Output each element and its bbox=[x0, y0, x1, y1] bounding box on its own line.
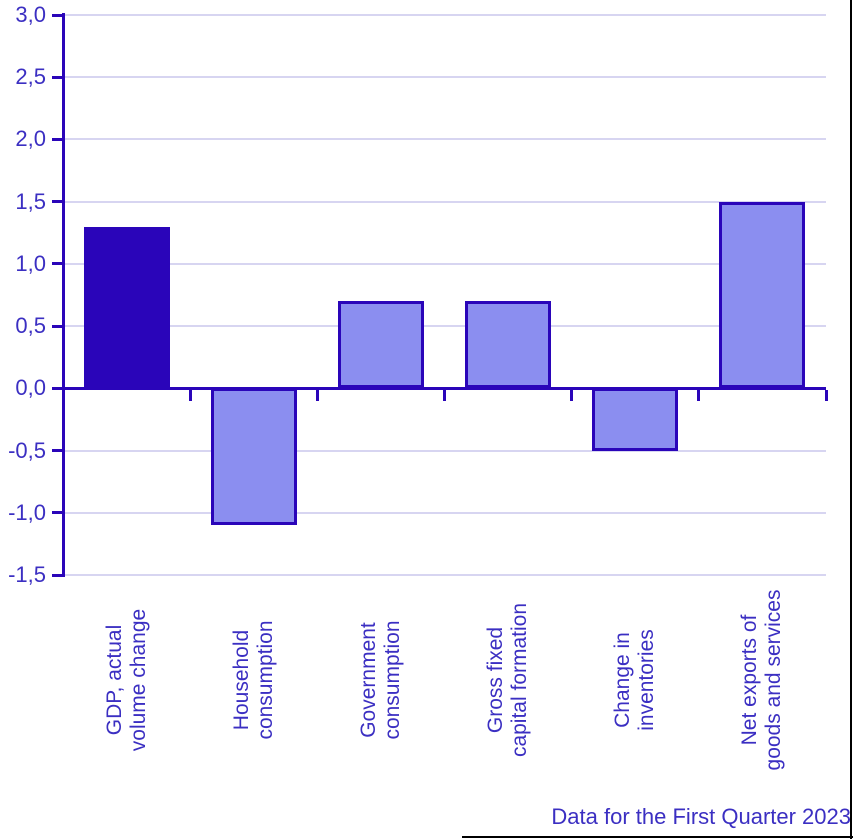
y-tick-label: 0,5 bbox=[15, 313, 46, 339]
x-tick bbox=[188, 389, 192, 401]
y-tick bbox=[52, 75, 63, 79]
x-tick bbox=[824, 389, 828, 401]
x-category-label-line: Change in bbox=[611, 632, 635, 728]
bar bbox=[465, 301, 552, 389]
y-tick-label: 2,5 bbox=[15, 64, 46, 90]
bar bbox=[719, 201, 806, 389]
y-tick-label: 0,0 bbox=[15, 375, 46, 401]
gridline bbox=[64, 574, 826, 576]
x-category-label-line: Gross fixed bbox=[484, 626, 508, 734]
y-tick bbox=[52, 324, 63, 328]
y-tick bbox=[52, 137, 63, 141]
y-tick-label: 1,5 bbox=[15, 188, 46, 214]
x-category-label: Government consumption bbox=[357, 570, 405, 790]
y-tick bbox=[52, 511, 63, 515]
x-category-label-line: inventories bbox=[635, 629, 659, 731]
gridline bbox=[64, 511, 826, 514]
x-category-label: Gross fixed capital formation bbox=[484, 570, 532, 790]
y-axis bbox=[62, 13, 65, 577]
x-category-label-line: Net exports of bbox=[738, 614, 762, 746]
x-category-label-line: capital formation bbox=[508, 602, 532, 758]
x-category-label-line: Government bbox=[356, 622, 380, 738]
x-category-label-line: GDP, actual bbox=[102, 624, 126, 736]
x-tick bbox=[443, 389, 446, 401]
y-tick bbox=[52, 262, 63, 266]
y-tick-label: -1,0 bbox=[8, 499, 46, 525]
screenshot-right-edge-line bbox=[850, 0, 852, 839]
y-tick-label: 1,0 bbox=[15, 250, 46, 276]
x-category-label: Household consumption bbox=[230, 570, 278, 790]
chart-caption: Data for the First Quarter 2023 bbox=[551, 804, 851, 829]
bar bbox=[210, 388, 297, 526]
x-tick bbox=[570, 389, 574, 401]
bar bbox=[83, 226, 170, 389]
gridline bbox=[64, 14, 826, 16]
x-axis-baseline bbox=[62, 386, 826, 390]
bar bbox=[337, 301, 424, 389]
x-category-label-line: volume change bbox=[126, 608, 150, 752]
gridline bbox=[64, 325, 826, 328]
y-tick-label: -1,5 bbox=[8, 562, 46, 587]
gridline bbox=[64, 76, 826, 79]
x-category-label-line: consumption bbox=[253, 620, 277, 740]
y-tick-label: 3,0 bbox=[15, 2, 46, 27]
y-tick bbox=[52, 573, 63, 577]
x-category-label-line: Household bbox=[229, 629, 253, 731]
y-tick bbox=[52, 449, 63, 453]
x-category-label: GDP, actual volume change bbox=[103, 570, 151, 790]
bar bbox=[592, 388, 679, 451]
gridline bbox=[64, 200, 826, 203]
x-category-label-line: consumption bbox=[380, 620, 404, 740]
x-category-label: Change in inventories bbox=[611, 570, 659, 790]
y-tick bbox=[52, 386, 63, 390]
y-tick bbox=[52, 13, 63, 17]
x-category-label: Net exports of goods and services bbox=[738, 570, 786, 790]
y-tick-label: 2,0 bbox=[15, 126, 46, 152]
x-tick bbox=[697, 389, 701, 401]
screenshot-bottom-edge-line bbox=[462, 836, 853, 838]
gridline bbox=[64, 138, 826, 141]
y-tick-label: -0,5 bbox=[8, 437, 46, 463]
y-tick bbox=[52, 200, 63, 204]
gridline bbox=[64, 262, 826, 265]
gridline bbox=[64, 449, 826, 452]
x-category-label-line: goods and services bbox=[762, 589, 786, 771]
x-tick bbox=[315, 389, 319, 401]
